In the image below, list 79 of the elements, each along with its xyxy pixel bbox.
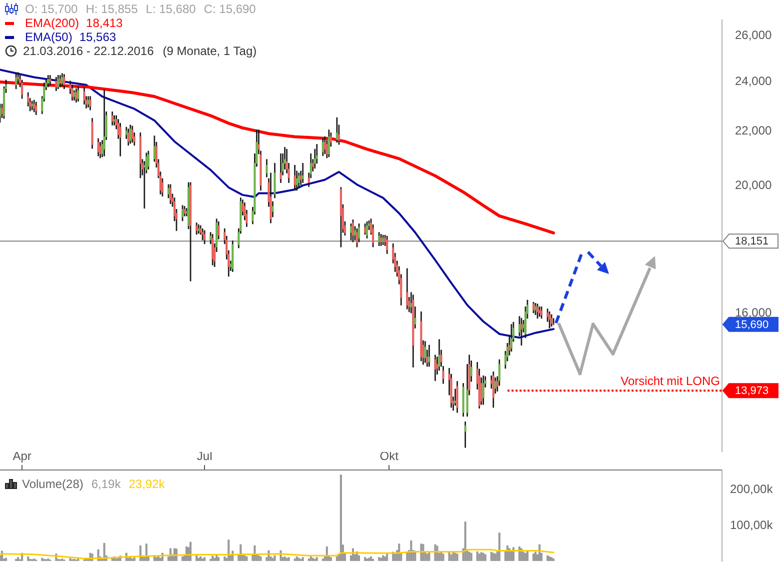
bar: [478, 554, 480, 561]
text: H: 15,855: [86, 2, 138, 16]
bar: [476, 551, 478, 561]
bar: [336, 556, 338, 561]
bar: [534, 552, 537, 561]
bar: [196, 555, 198, 561]
bar: [302, 557, 304, 561]
text: L: 15,680: [146, 2, 196, 16]
bar: [310, 556, 312, 561]
annotation: 21.03.2016 - 22.12.2016: [23, 44, 154, 58]
y-tick-label: 100,00k: [730, 518, 774, 532]
bar: [386, 554, 388, 561]
bar: [27, 556, 30, 561]
text: 15,690: [735, 318, 769, 331]
bar: [498, 532, 500, 561]
bar: [378, 557, 380, 561]
bar: [312, 558, 314, 561]
bar: [340, 474, 342, 561]
x-tick-label: Apr: [12, 449, 32, 464]
y-tick-label: 16,000: [735, 306, 772, 320]
bar: [214, 558, 216, 561]
bar: [490, 552, 492, 561]
ref-line-label: 18,151: [735, 236, 769, 248]
bar: [246, 556, 248, 561]
bar: [200, 556, 202, 561]
annotation: 15,563: [79, 30, 116, 44]
bar: [370, 556, 372, 561]
bar: [198, 558, 200, 561]
bar: [380, 558, 382, 561]
bar: [532, 554, 535, 561]
bar: [133, 557, 136, 561]
bar: [442, 554, 444, 561]
bar: [296, 556, 298, 561]
bar: [298, 558, 300, 561]
ref-line-label: Vorsicht mit LONG: [620, 374, 720, 388]
bar: [41, 558, 44, 561]
y-tick-label: 24,000: [735, 74, 772, 88]
bar: [204, 557, 206, 561]
bar: [316, 557, 318, 561]
bar: [228, 540, 230, 561]
y-tick-label: 20,000: [735, 178, 772, 192]
text: C: 15,690: [204, 2, 256, 16]
text: 13,973: [735, 385, 769, 398]
bar: [145, 544, 148, 561]
bar: [470, 552, 472, 561]
bar: [288, 557, 290, 561]
bar: [546, 555, 549, 561]
annotation: (9 Monate, 1 Tag): [162, 44, 257, 58]
bar: [448, 552, 450, 561]
y-tick-label: 26,000: [735, 28, 772, 42]
bar: [218, 557, 220, 561]
y-tick-label: 22,000: [735, 124, 772, 138]
bar: [464, 522, 466, 561]
bar: [212, 556, 214, 561]
bar: [364, 557, 366, 561]
bar: [398, 544, 400, 561]
bar: [484, 554, 486, 561]
bar: [260, 556, 262, 561]
bar: [382, 555, 384, 561]
bar: [492, 552, 494, 561]
y-tick-label: 200,00k: [730, 482, 774, 496]
text: Volume(28): [22, 477, 84, 491]
bar: [456, 554, 458, 561]
bar: [69, 558, 72, 561]
bar: [358, 555, 360, 561]
bar: [550, 557, 553, 561]
annotation: 18,413: [86, 16, 123, 30]
text: O: 15,700: [25, 2, 78, 16]
legend-label: EMA(200): [25, 16, 80, 30]
bar: [17, 557, 20, 561]
bar: [368, 558, 370, 561]
annotation: 23,92k: [128, 477, 165, 491]
annotation: 6,19k: [91, 477, 121, 491]
legend-label: EMA(50): [25, 30, 72, 44]
bar: [548, 556, 551, 561]
bar: [552, 558, 555, 561]
bar: [274, 555, 276, 561]
bar: [384, 556, 386, 561]
candlestick: [302, 162, 304, 183]
